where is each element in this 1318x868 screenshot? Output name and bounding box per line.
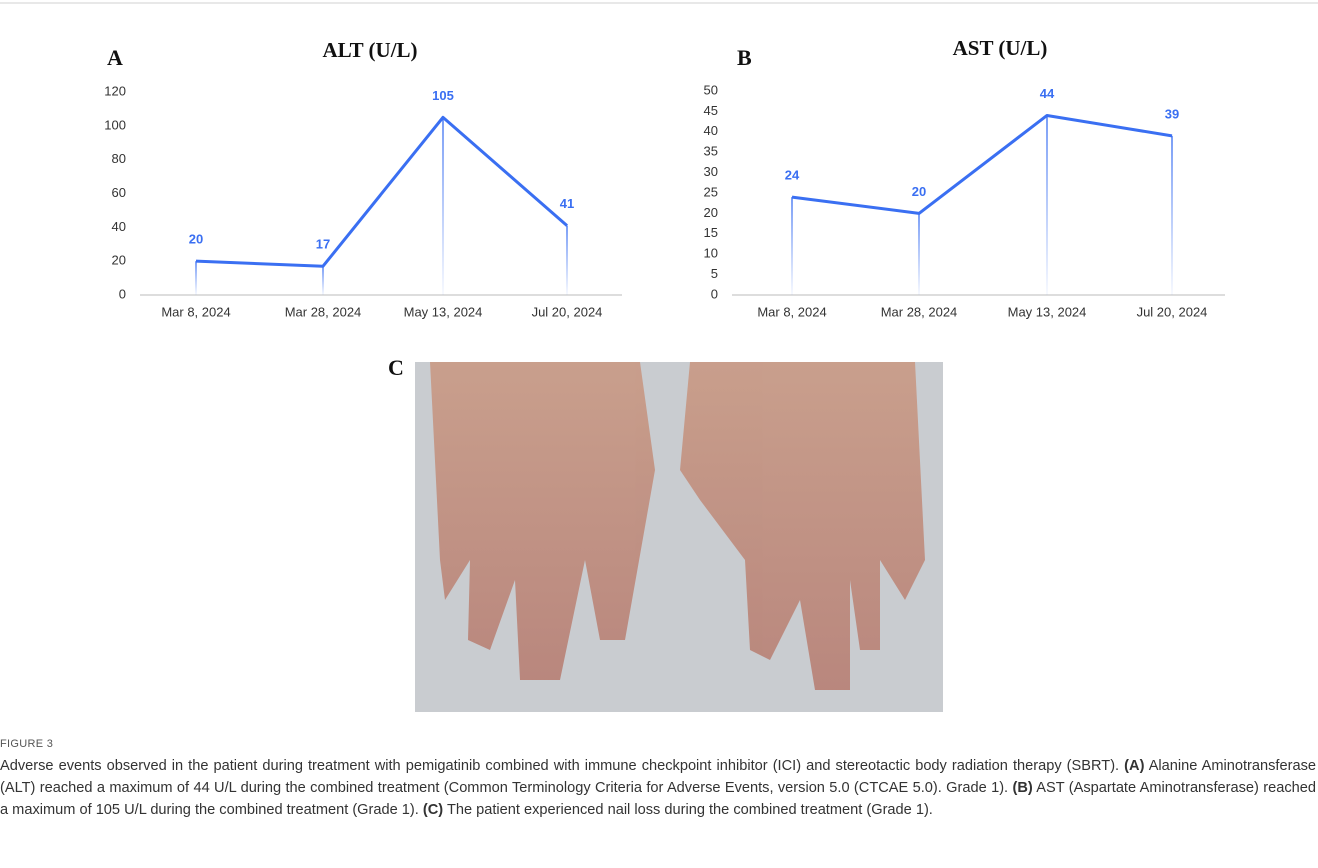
drop-line [918, 213, 920, 295]
y-tick-label: 45 [704, 103, 718, 118]
data-label: 41 [560, 196, 574, 211]
drop-line [566, 226, 568, 295]
caption-bold: (C) [423, 802, 443, 818]
x-tick-label: Mar 8, 2024 [757, 304, 826, 319]
page: {"chart_data": [ {"type": "line", "panel… [0, 0, 1318, 868]
data-label: 17 [316, 237, 330, 252]
x-tick-label: May 13, 2024 [1008, 304, 1087, 319]
y-tick-label: 60 [112, 185, 126, 200]
panel-label: A [107, 45, 123, 70]
x-tick-label: Mar 28, 2024 [285, 304, 362, 319]
y-tick-label: 40 [112, 219, 126, 234]
y-tick-label: 50 [704, 82, 718, 97]
drop-line [1171, 136, 1173, 295]
data-label: 105 [432, 88, 454, 103]
y-tick-label: 120 [104, 83, 126, 98]
data-label: 20 [912, 184, 926, 199]
x-tick-label: Jul 20, 2024 [1137, 304, 1208, 319]
data-label: 44 [1040, 86, 1055, 101]
chart-title: ALT (U/L) [322, 38, 417, 62]
y-tick-label: 15 [704, 225, 718, 240]
x-tick-label: Jul 20, 2024 [532, 304, 603, 319]
drop-line [791, 197, 793, 295]
y-tick-label: 35 [704, 144, 718, 159]
drop-line [322, 266, 324, 295]
drop-line [1046, 115, 1048, 295]
y-tick-label: 40 [704, 123, 718, 138]
y-tick-label: 100 [104, 117, 126, 132]
caption-run: The patient experienced nail loss during… [443, 802, 933, 818]
caption-bold: (B) [1012, 780, 1032, 796]
y-tick-label: 20 [112, 253, 126, 268]
caption-bold: (A) [1124, 758, 1144, 774]
x-tick-label: Mar 28, 2024 [881, 304, 958, 319]
x-tick-label: Mar 8, 2024 [161, 304, 230, 319]
data-label: 24 [785, 168, 800, 183]
line [196, 117, 567, 266]
panel-label: C [388, 355, 404, 380]
y-tick-label: 10 [704, 246, 718, 261]
y-tick-label: 30 [704, 164, 718, 179]
caption-run: Adverse events observed in the patient d… [0, 758, 1124, 774]
line [792, 115, 1172, 213]
y-tick-label: 25 [704, 184, 718, 199]
y-tick-label: 20 [704, 205, 718, 220]
drop-line [442, 117, 444, 295]
y-tick-label: 5 [711, 266, 718, 281]
caption-text: Adverse events observed in the patient d… [0, 755, 1316, 821]
y-tick-label: 0 [119, 286, 126, 301]
drop-line [195, 261, 197, 295]
y-tick-label: 80 [112, 151, 126, 166]
x-tick-label: May 13, 2024 [404, 304, 483, 319]
figure-label: FIGURE 3 [0, 733, 1316, 755]
chart-title: AST (U/L) [953, 36, 1048, 60]
caption: FIGURE 3 Adverse events observed in the … [0, 733, 1316, 821]
data-label: 20 [189, 232, 203, 247]
y-tick-label: 0 [711, 286, 718, 301]
panel-label: B [737, 45, 752, 70]
data-label: 39 [1165, 106, 1179, 121]
